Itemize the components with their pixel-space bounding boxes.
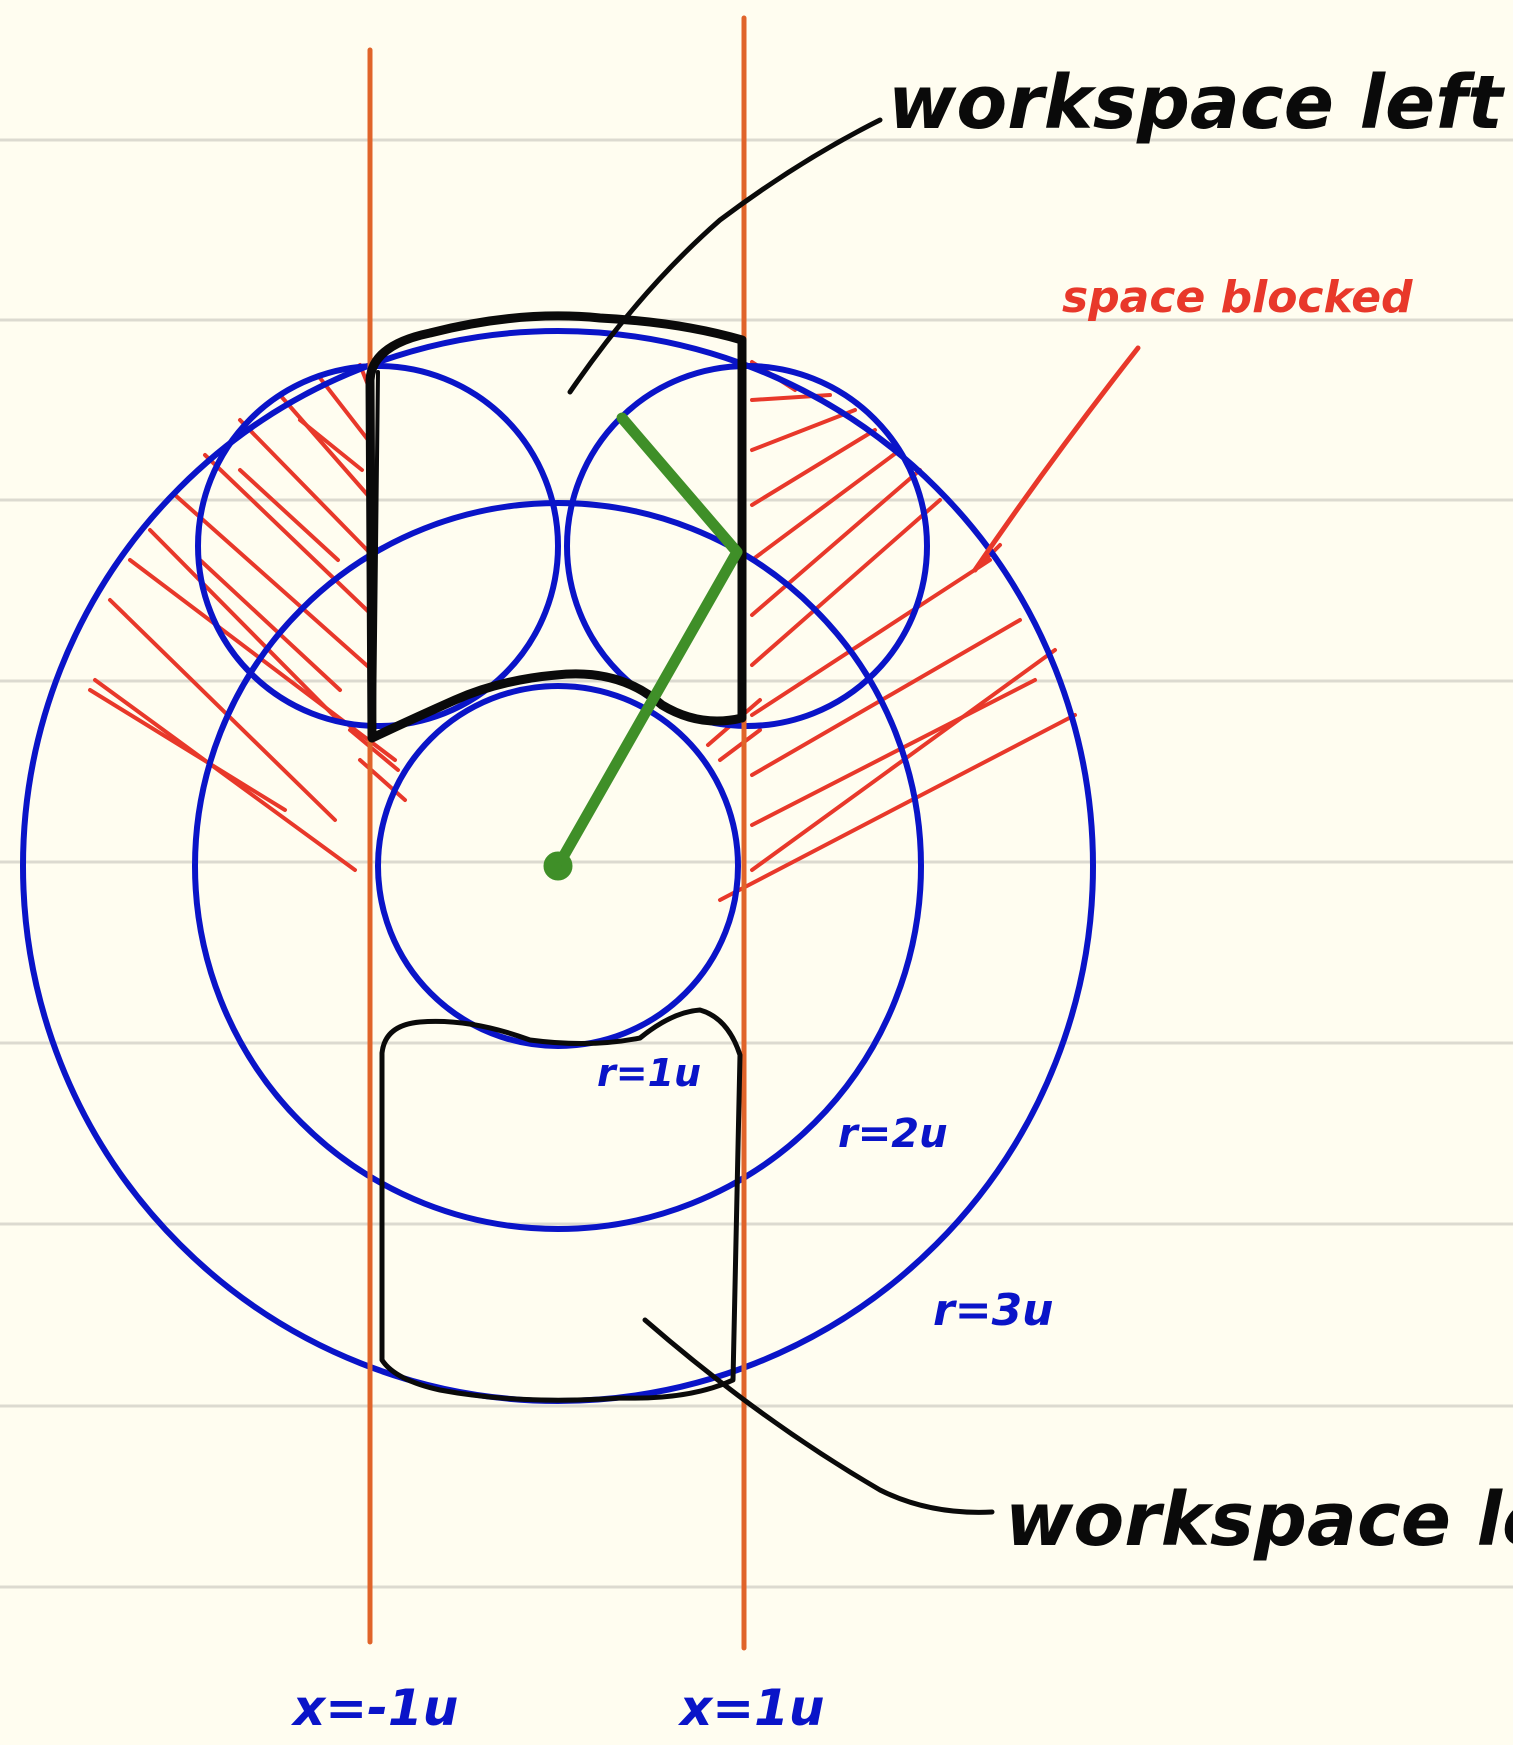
leader-workspace-bottom [642,1317,995,1515]
hatch-stroke [238,418,374,557]
hatch-stroke [750,468,922,617]
hatch-stroke [173,493,374,672]
hatch-stroke [203,453,374,617]
label-space-blocked: space blocked [1062,272,1413,323]
leader-space-blocked [972,345,1141,573]
hatch-stroke [750,558,992,717]
hatch-stroke [750,428,877,507]
hatch-stroke [348,728,400,772]
hatch-stroke [148,528,342,724]
hatch-stroke [318,376,374,447]
hatch-stroke [718,728,762,762]
hatch-stroke [750,498,942,667]
hatch-stroke [298,418,364,472]
circle-r1-upper-right [564,363,930,729]
arm-base-joint [543,851,573,881]
hatch-stroke [750,448,902,562]
circle-r2 [192,500,924,1232]
workspace-bottom-outline [379,1007,743,1403]
robot-arm [552,412,743,872]
hatch-stroke [750,678,1037,827]
workspace-top-outline [365,311,747,743]
ruled-lines [0,138,1513,1589]
blocked-space-hatching [88,360,1077,902]
hatch-stroke [718,713,1077,902]
label-r1: r=1u [597,1051,701,1095]
label-r2: r=2u [838,1111,948,1157]
hatch-stroke [750,408,857,452]
hatch-stroke [278,393,374,502]
circle-r1-center [375,683,741,1049]
hatch-stroke [198,558,342,692]
hatch-stroke [750,618,1022,777]
label-workspace-bottom: workspace left [1005,1477,1513,1563]
label-workspace-top: workspace left [888,60,1505,146]
workspace-top-outline-inner [372,370,380,726]
label-x-right: x=1u [677,1679,825,1737]
label-r3: r=3u [933,1285,1054,1336]
leader-workspace-top [567,117,883,395]
hatch-stroke [88,688,287,812]
label-x-left: x=-1u [290,1679,458,1737]
hatch-stroke [108,598,337,822]
hatch-stroke [238,468,340,562]
